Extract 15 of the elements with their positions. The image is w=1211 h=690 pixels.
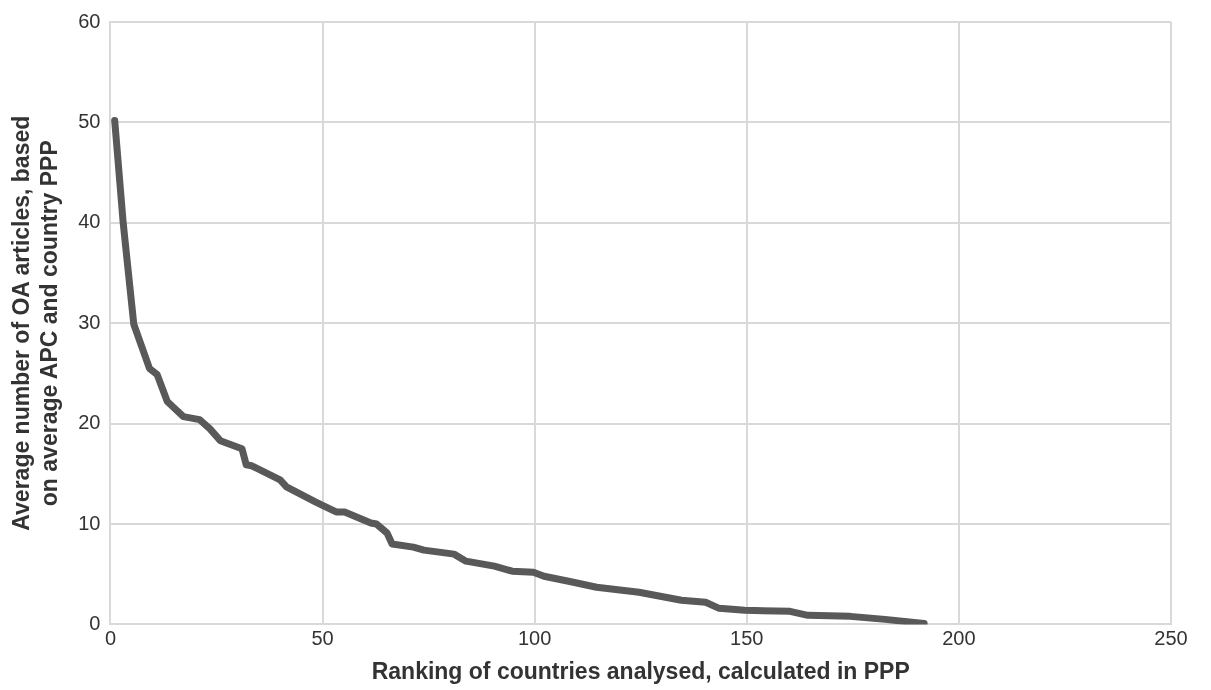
x-tick-label: 100: [517, 626, 552, 649]
y-tick-label: 10: [78, 511, 101, 534]
x-tick-label: 200: [942, 626, 976, 649]
y-tick-label: 20: [78, 411, 101, 434]
x-tick-label: 250: [1154, 626, 1188, 649]
x-axis-title: Ranking of countries analysed, calculated in PPP: [371, 657, 910, 684]
x-tick-label: 150: [730, 626, 764, 649]
x-tick-label: 50: [311, 626, 334, 649]
y-tick-label: 40: [78, 210, 101, 233]
y-tick-label: 30: [78, 310, 101, 333]
x-tick-label: 0: [104, 626, 117, 649]
y-axis-title: Average number of OA articles, based on average APC and country PPP: [8, 115, 62, 531]
y-tick-label: 50: [78, 109, 101, 132]
y-tick-label: 60: [78, 9, 101, 32]
y-tick-label: 0: [89, 611, 101, 634]
